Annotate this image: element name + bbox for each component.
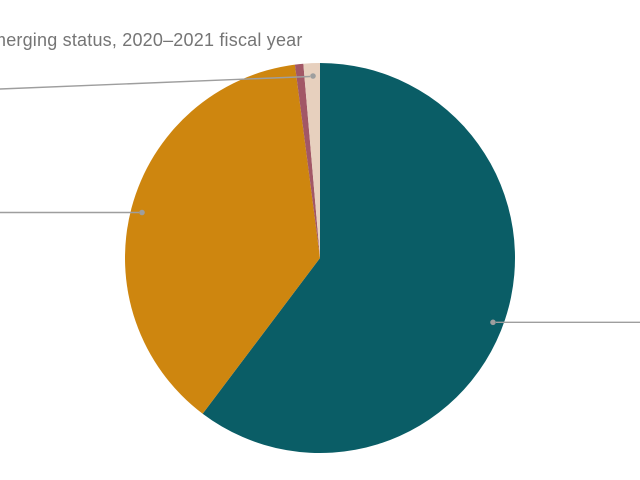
pie-slice-beige[interactable] xyxy=(303,62,320,258)
pie-slice-teal[interactable] xyxy=(202,63,516,453)
leader-lines xyxy=(0,73,640,326)
leader-dot-beige-maroon xyxy=(310,73,316,79)
pie-slices xyxy=(125,62,516,453)
pie-slice-maroon[interactable] xyxy=(294,63,320,259)
leader-line-beige-maroon xyxy=(0,75,311,90)
pie-slice-orange[interactable] xyxy=(125,64,321,414)
leader-dot-orange xyxy=(139,209,145,216)
chart-title: merging status, 2020–2021 fiscal year xyxy=(0,30,303,50)
leader-dot-teal xyxy=(490,319,496,326)
